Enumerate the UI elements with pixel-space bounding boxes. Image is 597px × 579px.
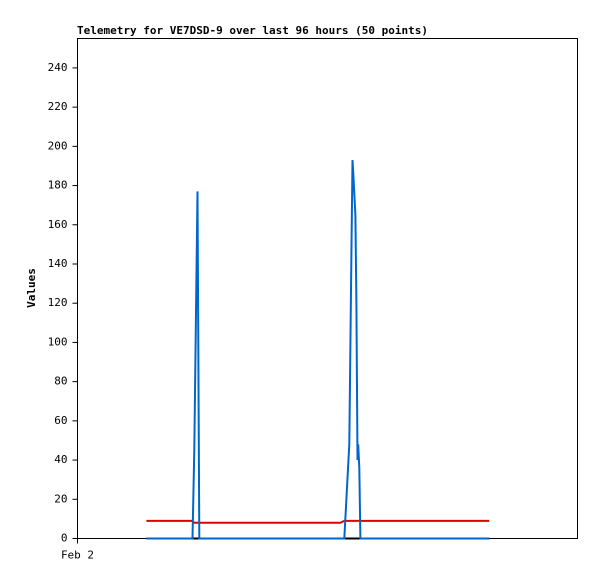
series-line <box>146 160 490 540</box>
y-tick-label: 0 <box>61 532 68 545</box>
y-axis-label: Values <box>25 268 38 308</box>
series-line <box>146 519 490 524</box>
y-tick-label: 180 <box>48 179 68 192</box>
y-tick-label: 200 <box>48 139 68 152</box>
y-tick-label: 100 <box>48 335 68 348</box>
y-tick-label: 220 <box>48 100 68 113</box>
y-tick-label: 80 <box>54 375 67 388</box>
y-tick-label: 60 <box>54 414 67 427</box>
y-tick-label: 160 <box>48 218 68 231</box>
chart-title: Telemetry for VE7DSD-9 over last 96 hour… <box>77 24 428 37</box>
y-tick-label: 120 <box>48 296 68 309</box>
y-tick-label: 240 <box>48 61 68 74</box>
plot-frame <box>77 38 578 539</box>
y-tick-label: 40 <box>54 453 67 466</box>
y-tick-label: 140 <box>48 257 68 270</box>
x-tick-label: Feb 2 <box>61 549 94 562</box>
y-tick-label: 20 <box>54 492 67 505</box>
